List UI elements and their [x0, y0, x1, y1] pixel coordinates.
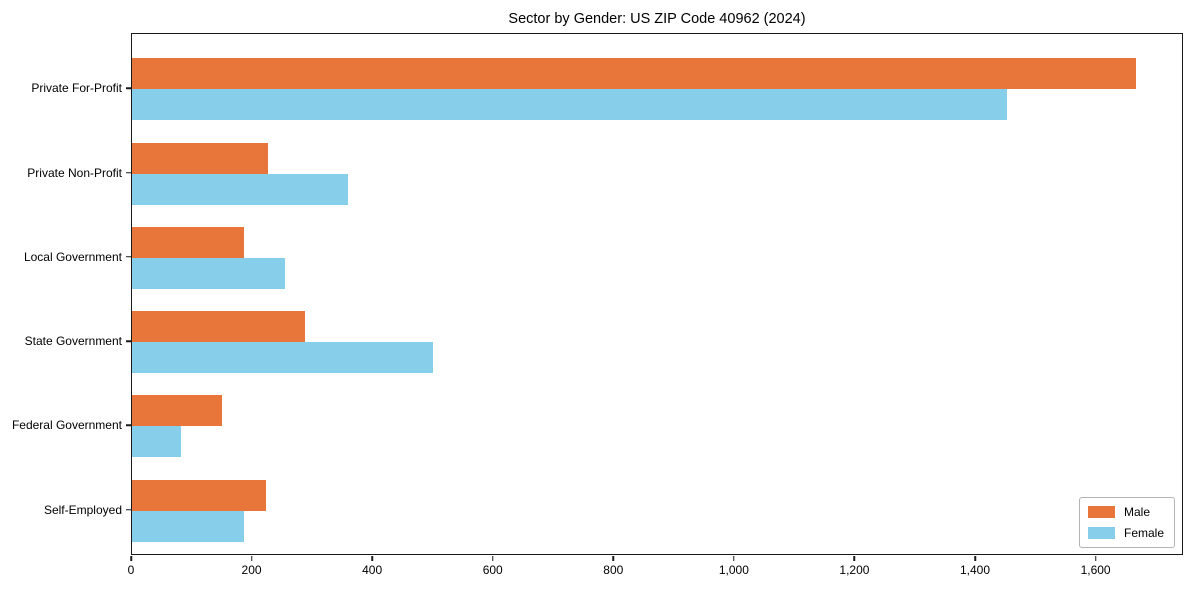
x-tick-label: 1,400 [959, 563, 991, 577]
x-tick-label: 0 [127, 563, 135, 577]
chart-title: Sector by Gender: US ZIP Code 40962 (202… [508, 11, 806, 27]
bar-male-state-government [132, 311, 305, 343]
y-tick-mark [126, 171, 131, 174]
x-tick-mark [1094, 556, 1097, 561]
bar-male-federal-government [132, 395, 222, 427]
bar-female-state-government [132, 342, 434, 374]
y-tick-label: Federal Government [11, 418, 122, 433]
y-tick-label: State Government [24, 334, 122, 349]
bar-female-federal-government [132, 426, 181, 458]
bar-female-private-non-profit [132, 173, 348, 205]
legend-swatch-female [1087, 527, 1115, 539]
x-tick-label: 1,200 [839, 563, 870, 577]
x-tick-mark [250, 556, 253, 561]
legend-item-female: Female [1087, 526, 1164, 540]
legend-label: Male [1123, 505, 1150, 519]
y-tick-label: Private For-Profit [31, 81, 122, 96]
legend-label: Female [1123, 526, 1164, 540]
x-tick-mark [491, 556, 494, 561]
bar-male-self-employed [132, 479, 266, 511]
legend: Male Female [1078, 497, 1175, 548]
legend-item-male: Male [1087, 505, 1164, 519]
y-tick-mark [126, 87, 131, 89]
x-tick-mark [974, 556, 976, 561]
bar-female-self-employed [132, 510, 245, 542]
y-tick-mark [126, 340, 131, 342]
y-tick-label: Private Non-Profit [27, 165, 122, 180]
x-tick-mark [371, 556, 373, 561]
y-tick-label: Local Government [23, 249, 122, 264]
x-tick-label: 800 [603, 563, 624, 577]
x-tick-mark [130, 556, 132, 561]
legend-swatch-male [1087, 506, 1115, 518]
bar-male-private-for-profit [132, 58, 1137, 90]
y-tick-mark [126, 424, 131, 427]
y-tick-mark [126, 256, 131, 258]
x-tick-label: 600 [482, 563, 503, 577]
x-tick-label: 1,000 [718, 563, 749, 577]
x-tick-label: 400 [362, 563, 383, 577]
bar-female-local-government [132, 257, 286, 289]
x-tick-mark [853, 556, 856, 561]
y-tick-label: Self-Employed [43, 502, 122, 517]
plot-area: Male Female [131, 33, 1183, 555]
y-tick-mark [126, 508, 131, 511]
x-tick-label: 1,600 [1080, 563, 1111, 577]
x-tick-mark [733, 556, 735, 561]
x-tick-mark [612, 556, 615, 561]
bar-male-private-non-profit [132, 142, 269, 174]
x-tick-label: 200 [241, 563, 262, 577]
bar-male-local-government [132, 226, 245, 258]
bar-female-private-for-profit [132, 89, 1007, 121]
